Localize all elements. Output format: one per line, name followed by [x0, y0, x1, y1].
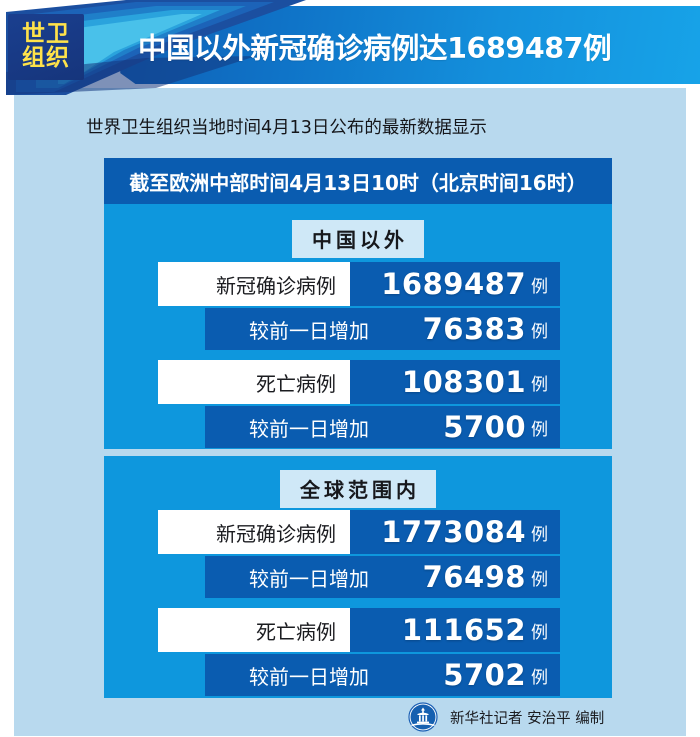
stat-label: 较前一日增加 [249, 318, 369, 343]
stat-unit: 例 [531, 321, 548, 342]
stat-label: 较前一日增加 [249, 664, 369, 689]
stat-value: 108301 [401, 365, 526, 399]
stat-unit: 例 [531, 569, 548, 590]
stat-row-deaths-daily: 较前一日增加 5700 例 [205, 406, 560, 448]
section-title-global: 全球范围内 [280, 470, 436, 508]
credit-text: 新华社记者 安治平 编制 [450, 710, 605, 727]
stat-label-box: 死亡病例 [158, 360, 350, 404]
footer-credit: 新华社记者 安治平 编制 [408, 702, 604, 732]
date-bar: 截至欧洲中部时间4月13日10时（北京时间16时） [104, 158, 612, 204]
who-badge-line2: 组织 [22, 45, 70, 71]
stat-value-box: 1773084 例 [350, 510, 560, 554]
stat-value: 111652 [401, 613, 526, 647]
source-note: 世界卫生组织当地时间4月13日公布的最新数据显示 [86, 118, 487, 138]
section-title-label: 全球范围内 [300, 478, 420, 502]
who-badge: 世卫 组织 [8, 14, 84, 80]
date-bar-text: 截至欧洲中部时间4月13日10时（北京时间16时） [129, 170, 587, 195]
section-title-label: 中国以外 [312, 228, 408, 252]
stat-label-box: 新冠确诊病例 [158, 510, 350, 554]
stat-unit: 例 [531, 622, 548, 643]
stat-label: 较前一日增加 [249, 416, 369, 441]
stat-value: 76383 [422, 312, 526, 346]
stat-unit: 例 [531, 276, 548, 297]
stat-row-confirmed: 新冠确诊病例 1773084 例 [158, 510, 560, 554]
stat-unit: 例 [531, 524, 548, 545]
xinhua-logo-icon [408, 702, 438, 732]
stat-value: 76498 [422, 560, 526, 594]
section-title-outside-china: 中国以外 [292, 220, 424, 258]
stat-row-deaths: 死亡病例 111652 例 [158, 608, 560, 652]
stat-row-confirmed: 新冠确诊病例 1689487 例 [158, 262, 560, 306]
stat-value: 1773084 [381, 515, 526, 549]
stat-unit: 例 [531, 374, 548, 395]
panel-global: 全球范围内 新冠确诊病例 1773084 例 较前一日增加 76498 例 死亡… [104, 456, 612, 698]
stat-label-box: 新冠确诊病例 [158, 262, 350, 306]
stat-value: 5700 [443, 410, 526, 444]
stat-value-box: 108301 例 [350, 360, 560, 404]
stat-label: 较前一日增加 [249, 566, 369, 591]
stat-unit: 例 [531, 419, 548, 440]
stat-value: 1689487 [381, 267, 526, 301]
stat-label: 新冠确诊病例 [216, 273, 336, 298]
stat-label-box: 死亡病例 [158, 608, 350, 652]
stat-label: 死亡病例 [256, 619, 336, 644]
stat-value: 5702 [443, 658, 526, 692]
header-banner: 世卫 组织 中国以外新冠确诊病例达1689487例 [0, 0, 700, 95]
stat-row-deaths: 死亡病例 108301 例 [158, 360, 560, 404]
stat-value-box: 1689487 例 [350, 262, 560, 306]
stat-unit: 例 [531, 667, 548, 688]
stat-label: 死亡病例 [256, 371, 336, 396]
stat-row-deaths-daily: 较前一日增加 5702 例 [205, 654, 560, 696]
who-badge-line1: 世卫 [22, 21, 70, 48]
stat-label: 新冠确诊病例 [216, 521, 336, 546]
stat-row-confirmed-daily: 较前一日增加 76383 例 [205, 308, 560, 350]
panel-outside-china: 中国以外 新冠确诊病例 1689487 例 较前一日增加 76383 例 死亡病… [104, 204, 612, 449]
page-title: 中国以外新冠确诊病例达1689487例 [138, 32, 612, 65]
stat-value-box: 111652 例 [350, 608, 560, 652]
stat-row-confirmed-daily: 较前一日增加 76498 例 [205, 556, 560, 598]
